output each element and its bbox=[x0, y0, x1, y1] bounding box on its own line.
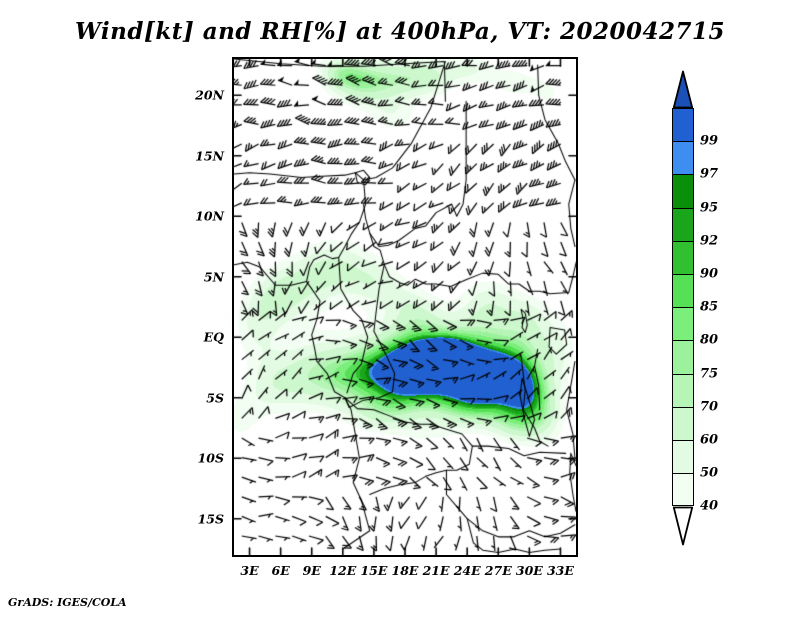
colorbar-tick-label: 92 bbox=[700, 233, 719, 249]
colorbar-tick-label: 40 bbox=[700, 498, 719, 514]
colorbar-cap-bottom bbox=[672, 506, 694, 550]
x-axis-tick-label: 33E bbox=[546, 563, 574, 578]
colorbar-tick-label: 90 bbox=[700, 266, 719, 282]
colorbar-band bbox=[672, 473, 694, 507]
colorbar-band bbox=[672, 141, 694, 175]
colorbar-band bbox=[672, 108, 694, 142]
colorbar-band bbox=[672, 273, 694, 308]
page-title: Wind[kt] and RH[%] at 400hPa, VT: 202004… bbox=[74, 18, 726, 45]
colorbar-band bbox=[672, 406, 694, 440]
x-axis-tick-label: 30E bbox=[515, 563, 543, 578]
map-plot-area bbox=[232, 57, 578, 557]
wind-barbs-layer bbox=[234, 59, 576, 555]
colorbar-band bbox=[672, 340, 694, 374]
x-axis-tick-label: 9E bbox=[302, 563, 321, 578]
y-axis-tick-label: 5S bbox=[206, 390, 224, 406]
colorbar-band bbox=[672, 207, 694, 241]
colorbar-band bbox=[672, 307, 694, 341]
footer-credit: GrADS: IGES/COLA bbox=[8, 596, 127, 609]
x-axis-tick-label: 6E bbox=[271, 563, 290, 578]
colorbar-tick-label: 80 bbox=[700, 332, 719, 348]
colorbar-tick-label: 99 bbox=[700, 133, 719, 149]
colorbar-cap-top bbox=[672, 70, 694, 113]
y-axis-tick-label: EQ bbox=[203, 329, 224, 345]
x-axis-tick-label: 12E bbox=[329, 563, 357, 578]
x-axis-tick-label: 3E bbox=[240, 563, 259, 578]
colorbar-tick-label: 97 bbox=[700, 166, 719, 182]
colorbar-tick-label: 75 bbox=[700, 366, 719, 382]
colorbar-tick-label: 50 bbox=[700, 465, 719, 481]
y-axis-tick-label: 20N bbox=[195, 87, 224, 103]
colorbar-bands bbox=[672, 108, 694, 507]
colorbar-band bbox=[672, 174, 694, 208]
x-axis-tick-label: 15E bbox=[360, 563, 388, 578]
colorbar-band bbox=[672, 373, 694, 407]
y-axis-tick-label: 15N bbox=[195, 148, 224, 164]
y-axis-tick-label: 10N bbox=[195, 208, 224, 224]
colorbar-tick-label: 60 bbox=[700, 432, 719, 448]
colorbar-band bbox=[672, 439, 694, 474]
colorbar-band bbox=[672, 240, 694, 274]
colorbar-tick-label: 70 bbox=[700, 399, 719, 415]
y-axis-tick-label: 15S bbox=[197, 511, 224, 527]
colorbar-tick-label: 85 bbox=[700, 299, 719, 315]
colorbar: 40 50 60 70 75 80 85 90 92 95 97 99 bbox=[668, 70, 788, 550]
y-axis-tick-label: 10S bbox=[197, 450, 224, 466]
x-axis-tick-label: 21E bbox=[422, 563, 450, 578]
colorbar-tick-label: 95 bbox=[700, 200, 719, 216]
x-axis-tick-label: 24E bbox=[453, 563, 481, 578]
y-axis-tick-label: 5N bbox=[203, 269, 224, 285]
x-axis-tick-label: 18E bbox=[391, 563, 419, 578]
x-axis-tick-label: 27E bbox=[484, 563, 512, 578]
